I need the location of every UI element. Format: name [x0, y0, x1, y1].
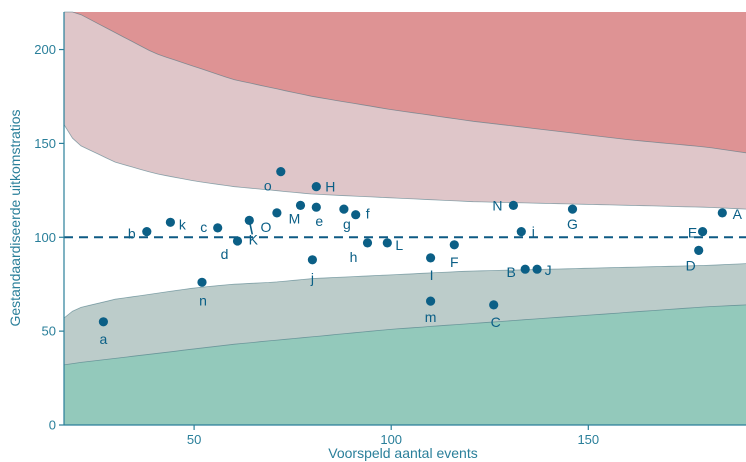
data-point-D	[694, 245, 704, 255]
data-point-C	[489, 300, 499, 310]
point-label-D: D	[686, 257, 696, 273]
y-tick-label: 50	[42, 324, 56, 339]
point-label-i: i	[532, 224, 535, 240]
inner-upper-limit-line	[63, 124, 746, 210]
lower-alarm-band	[64, 304, 746, 425]
outer-lower-limit-line	[63, 304, 746, 366]
data-point-a	[98, 317, 108, 327]
point-label-a: a	[100, 331, 108, 347]
data-point-o	[276, 167, 286, 177]
data-point-g	[339, 204, 349, 214]
y-axis-title: Gestandaardiseerde uitkomstratios	[7, 109, 23, 326]
data-point-n	[197, 277, 207, 287]
upper-alarm-band	[64, 12, 746, 153]
y-tick-label: 200	[34, 42, 56, 57]
data-point-A	[717, 208, 727, 218]
point-label-K: K	[249, 231, 259, 247]
data-point-m	[426, 296, 436, 306]
point-label-k: k	[179, 216, 187, 232]
point-label-A: A	[733, 206, 743, 222]
point-label-f: f	[366, 206, 370, 222]
point-label-E: E	[688, 225, 697, 241]
point-label-B: B	[507, 264, 516, 280]
data-points	[98, 167, 727, 327]
data-point-b	[142, 227, 152, 237]
data-point-I	[426, 253, 436, 263]
data-point-E	[698, 227, 708, 237]
point-label-N: N	[492, 197, 502, 213]
point-label-L: L	[395, 237, 403, 253]
data-point-c	[213, 223, 223, 233]
data-point-J	[532, 264, 542, 274]
inner-lower-limit-line	[63, 263, 746, 319]
funnel-bands	[63, 11, 746, 425]
data-point-L	[382, 238, 392, 248]
point-label-M: M	[289, 210, 301, 226]
point-label-b: b	[128, 226, 136, 242]
point-label-h: h	[350, 249, 358, 265]
point-label-G: G	[567, 216, 578, 232]
y-tick-label: 0	[49, 418, 56, 433]
data-point-h	[362, 238, 373, 248]
data-point-f	[351, 210, 361, 220]
point-label-o: o	[264, 178, 272, 194]
data-point-G	[567, 204, 578, 214]
point-label-J: J	[545, 262, 552, 278]
x-tick-label: 100	[380, 432, 402, 447]
point-label-e: e	[315, 213, 323, 229]
outer-upper-limit-line	[64, 11, 746, 154]
data-point-H	[311, 182, 321, 192]
point-label-d: d	[221, 246, 229, 262]
point-label-F: F	[450, 254, 459, 270]
y-tick-label: 150	[34, 136, 56, 151]
x-tick-label: 150	[577, 432, 599, 447]
data-point-F	[449, 240, 459, 250]
data-point-B	[520, 264, 530, 274]
data-point-k	[165, 217, 175, 227]
data-point-M	[295, 200, 306, 210]
point-labels: a b k n cd KOo Mj He gf h L Im F C Ni B J G DE A	[100, 178, 743, 347]
data-point-e	[311, 202, 321, 212]
point-label-H: H	[325, 179, 335, 195]
point-label-O: O	[260, 219, 271, 235]
data-point-i	[516, 227, 526, 237]
data-point-d	[232, 236, 243, 246]
data-point-N	[508, 200, 518, 210]
point-label-I: I	[430, 267, 434, 283]
axes: 0 50 100 150 200 50 100 150	[34, 12, 746, 447]
point-label-c: c	[200, 219, 207, 235]
point-label-j: j	[310, 270, 314, 286]
y-tick-label: 100	[34, 230, 56, 245]
point-label-m: m	[425, 309, 437, 325]
data-point-j	[307, 255, 317, 265]
data-point-O	[272, 208, 282, 218]
label-connector-K	[248, 220, 254, 235]
point-label-g: g	[343, 216, 351, 232]
x-tick-label: 50	[187, 432, 201, 447]
point-label-n: n	[199, 292, 207, 308]
x-axis-title: Voorspeld aantal events	[328, 445, 477, 461]
point-label-C: C	[491, 314, 501, 330]
